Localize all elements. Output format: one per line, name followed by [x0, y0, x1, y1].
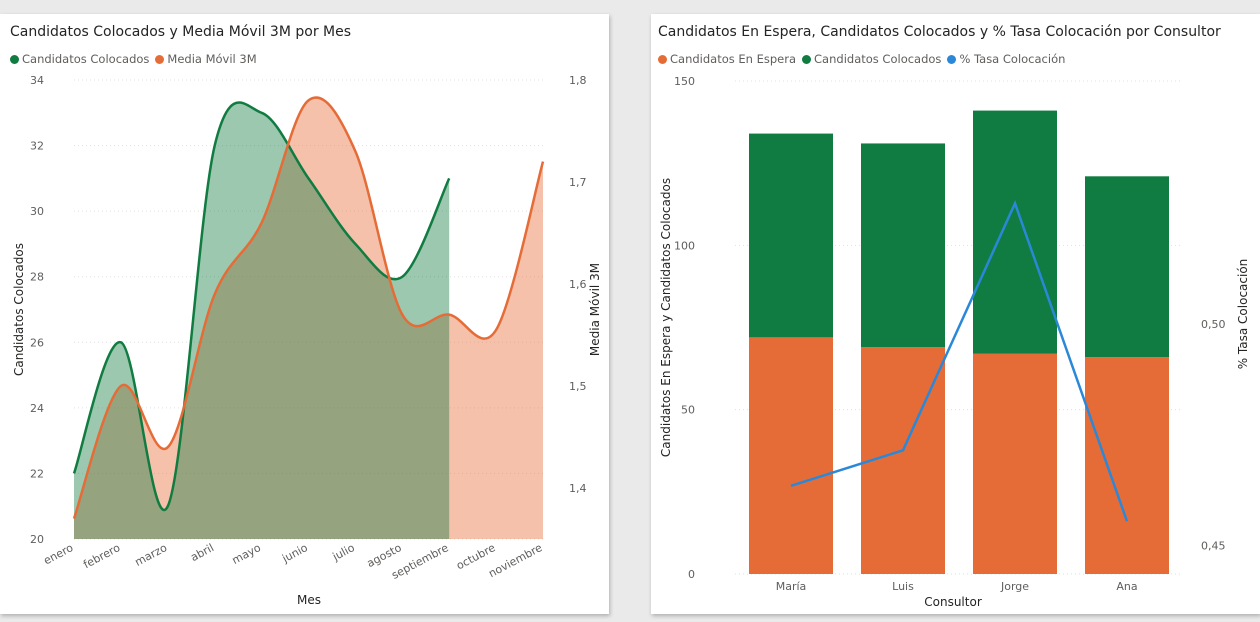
- y-tick-label: 32: [30, 140, 44, 153]
- y2-tick-label: 0,50: [1201, 318, 1226, 331]
- y-tick-label: 150: [674, 75, 695, 88]
- chart-title: Candidatos En Espera, Candidatos Colocad…: [658, 24, 1221, 40]
- x-tick-label: marzo: [133, 541, 170, 569]
- y2-tick-label: 1,7: [569, 176, 587, 189]
- legend-label: % Tasa Colocación: [959, 52, 1066, 66]
- legend-item-colocados[interactable]: Candidatos Colocados: [802, 52, 941, 66]
- x-tick-label: febrero: [81, 541, 122, 571]
- bar-en-espera: [861, 347, 945, 574]
- legend-dot-icon: [155, 54, 165, 64]
- area-candidatos-colocados: [74, 102, 450, 539]
- legend-label: Media Móvil 3M: [167, 52, 257, 66]
- x-tick-label: noviembre: [486, 541, 544, 580]
- y-tick-label: 24: [30, 402, 44, 415]
- y2-tick-label: 1,8: [569, 74, 587, 87]
- y-tick-label: 20: [30, 533, 44, 546]
- legend-label: Candidatos En Espera: [670, 52, 797, 66]
- y2-tick-label: 1,5: [569, 380, 587, 393]
- bar-colocados: [861, 143, 945, 348]
- legend-label: Candidatos Colocados: [22, 52, 150, 66]
- bar-en-espera: [1085, 357, 1169, 574]
- y-tick-label: 50: [681, 404, 695, 417]
- area-media-movil: [74, 97, 543, 540]
- consultor-combo-chart: 0 50 100 150 0,45 0,50 María Luis Jorge Ana Consul…: [659, 75, 1250, 609]
- y-tick-label: 0: [688, 568, 695, 581]
- y-axis-title: Candidatos En Espera y Candidatos Coloca…: [659, 178, 673, 457]
- bar-colocados: [973, 110, 1057, 354]
- bar-en-espera: [973, 353, 1057, 574]
- y-tick-label: 22: [30, 467, 44, 480]
- x-tick-label: Ana: [1116, 580, 1137, 593]
- y-tick-label: 26: [30, 336, 44, 349]
- chart-legend: Candidatos En Espera Candidatos Colocado…: [658, 52, 1071, 66]
- y2-tick-label: 0,45: [1201, 540, 1226, 553]
- legend-item-en-espera[interactable]: Candidatos En Espera: [658, 52, 796, 66]
- y-tick-label: 100: [674, 239, 695, 252]
- x-tick-label: junio: [279, 541, 310, 566]
- x-tick-label: Luis: [892, 580, 914, 593]
- x-tick-label: abril: [188, 541, 216, 564]
- x-axis-title: Consultor: [924, 595, 982, 609]
- y-tick-label: 28: [30, 271, 44, 284]
- x-tick-label: enero: [41, 541, 75, 567]
- bar-colocados: [1085, 176, 1169, 358]
- y2-axis-title: % Tasa Colocación: [1236, 259, 1250, 370]
- y2-tick-label: 1,4: [569, 482, 587, 495]
- legend-dot-icon: [10, 54, 19, 64]
- line-tasa-colocacion: [790, 200, 1129, 522]
- chart-card-monthly: Candidatos Colocados y Media Móvil 3M po…: [0, 14, 609, 614]
- x-axis-title: Mes: [297, 593, 321, 607]
- line-media-movil: [72, 96, 545, 520]
- y2-tick-label: 1,6: [569, 278, 587, 291]
- y2-axis-title: Media Móvil 3M: [588, 263, 602, 356]
- legend-dot-icon: [802, 54, 812, 64]
- bar-en-espera: [749, 337, 833, 574]
- legend-item-tasa[interactable]: % Tasa Colocación: [947, 52, 1065, 66]
- legend-dot-icon: [658, 54, 667, 64]
- legend-item-candidatos-colocados[interactable]: Candidatos Colocados: [10, 52, 149, 66]
- legend-item-media-movil[interactable]: Media Móvil 3M: [155, 52, 257, 66]
- legend-label: Candidatos Colocados: [814, 52, 942, 66]
- bar-colocados: [749, 133, 833, 338]
- monthly-area-chart: 20 22 24 26 28 30 32 34 1,4 1,5 1,6 1,7 1,8 enero febr…: [12, 74, 602, 607]
- x-tick-label: mayo: [230, 541, 263, 567]
- x-tick-label: julio: [330, 541, 357, 564]
- chart-title: Candidatos Colocados y Media Móvil 3M po…: [10, 24, 352, 40]
- chart-card-consultor: Candidatos En Espera, Candidatos Colocad…: [651, 14, 1260, 614]
- y-tick-label: 34: [30, 74, 44, 87]
- chart-legend: Candidatos Colocados Media Móvil 3M: [10, 52, 263, 66]
- x-tick-label: María: [776, 580, 807, 593]
- legend-dot-icon: [947, 54, 957, 64]
- y-tick-label: 30: [30, 205, 44, 218]
- line-candidatos-colocados: [72, 101, 451, 512]
- x-tick-label: Jorge: [1000, 580, 1029, 593]
- y-axis-title: Candidatos Colocados: [12, 243, 26, 376]
